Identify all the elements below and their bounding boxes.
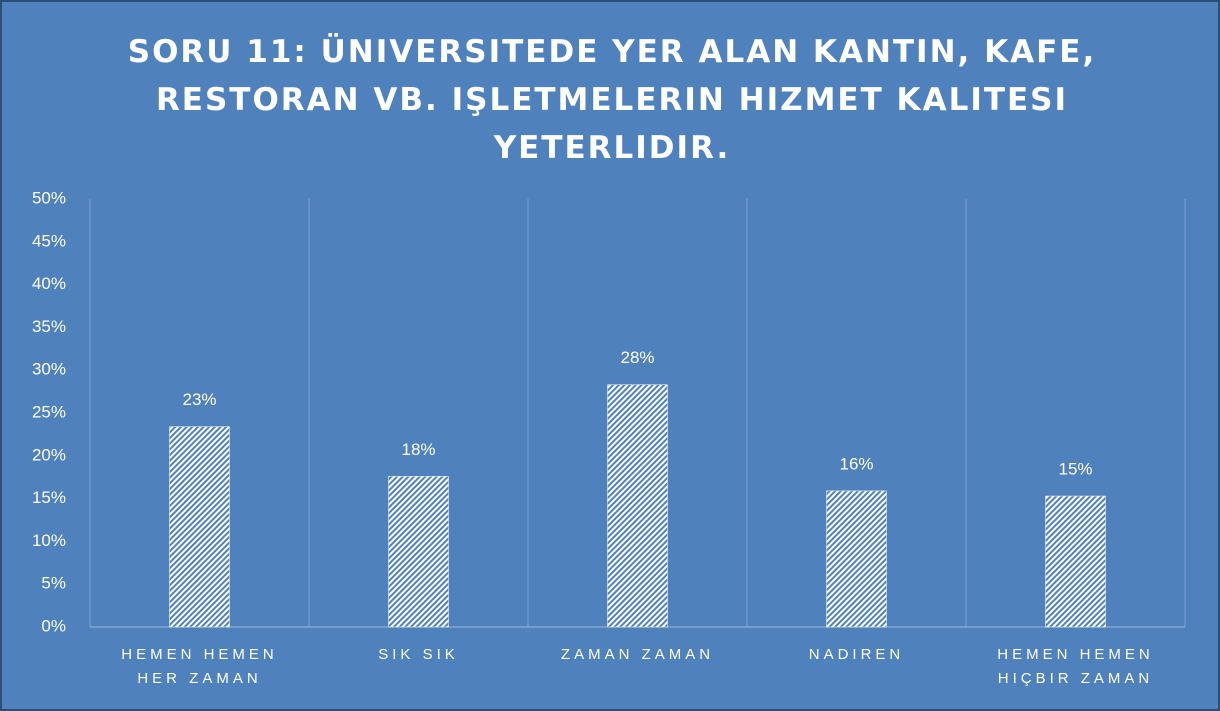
y-tick-label: 35%	[32, 317, 66, 336]
y-tick-label: 40%	[32, 274, 66, 293]
y-tick-label: 10%	[32, 531, 66, 550]
chart-title: SORU 11: ÜNIVERSITEDE YER ALAN KANTIN, K…	[127, 34, 1097, 166]
x-tick-label: ZAMAN ZAMAN	[560, 646, 715, 663]
y-tick-label: 5%	[41, 574, 66, 593]
data-label: 15%	[1058, 460, 1092, 479]
bar	[826, 490, 887, 628]
x-tick-label: HEMEN HEMEN HIÇBIR ZAMAN	[997, 646, 1154, 687]
y-tick-label: 20%	[32, 445, 66, 464]
x-tick-label: SIK SIK	[378, 646, 459, 663]
x-tick-label: HEMEN HEMEN HER ZAMAN	[121, 646, 278, 687]
bar	[388, 476, 449, 628]
data-label: 16%	[839, 454, 873, 473]
y-tick-label: 30%	[32, 360, 66, 379]
y-tick-label: 45%	[32, 231, 66, 250]
data-label: 28%	[620, 348, 654, 367]
y-tick-label: 50%	[32, 188, 66, 207]
y-tick-label: 0%	[41, 616, 66, 635]
bar	[1045, 495, 1106, 628]
bar	[607, 384, 668, 628]
bar	[169, 426, 230, 628]
data-label: 23%	[182, 390, 216, 409]
x-tick-label: NADIREN	[808, 646, 905, 663]
data-label: 18%	[401, 440, 435, 459]
y-tick-label: 25%	[32, 402, 66, 421]
y-tick-label: 15%	[32, 488, 66, 507]
